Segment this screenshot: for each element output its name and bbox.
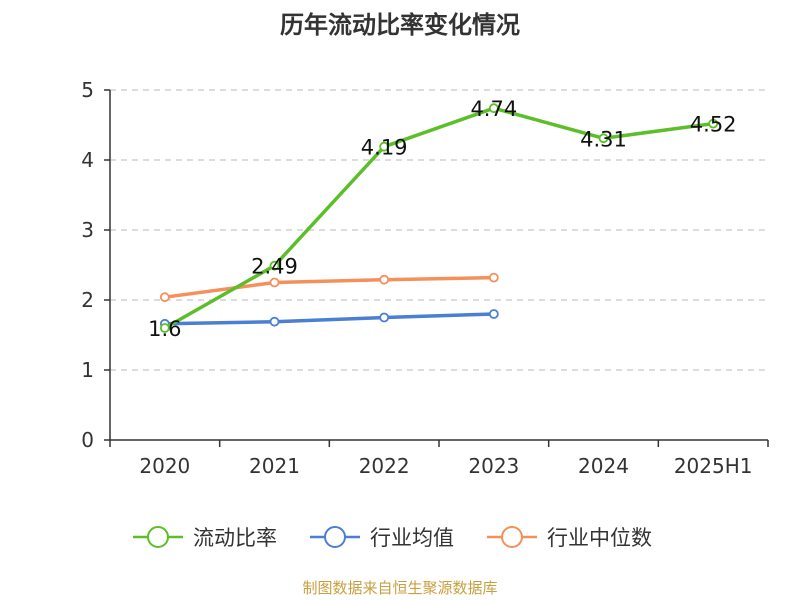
x-tick-label: 2021 — [249, 454, 300, 478]
y-tick-label: 0 — [81, 428, 94, 452]
data-point[interactable] — [488, 272, 499, 283]
data-point[interactable] — [379, 312, 390, 323]
legend-marker — [501, 526, 523, 548]
data-label: 4.19 — [361, 136, 408, 160]
series-line — [163, 106, 714, 330]
series-line — [164, 312, 494, 326]
legend-item[interactable]: 行业中位数 — [487, 526, 652, 550]
x-tick-label: 2025H1 — [674, 454, 753, 478]
x-tick-label: 2023 — [468, 454, 519, 478]
data-label: 1.6 — [148, 317, 181, 341]
data-point[interactable] — [269, 316, 280, 327]
grid — [110, 89, 768, 371]
data-point[interactable] — [379, 274, 390, 285]
data-label: 4.31 — [580, 127, 627, 151]
data-label: 4.52 — [690, 113, 737, 137]
x-tick-label: 2020 — [139, 454, 190, 478]
chart-title: 历年流动比率变化情况 — [280, 11, 520, 39]
legend-item[interactable]: 流动比率 — [133, 526, 277, 550]
y-tick-label: 4 — [81, 148, 94, 172]
data-labels: 1.6 2.49 4.19 4.74 4.31 4.52 — [148, 97, 736, 341]
legend-label: 行业中位数 — [547, 526, 652, 550]
data-point[interactable] — [708, 118, 719, 129]
legend-marker — [324, 526, 346, 548]
axes: 0 1 2 3 4 5 2020 2021 2022 2023 2024 2025H1 — [81, 78, 769, 478]
data-label: 4.74 — [470, 97, 517, 121]
data-point[interactable] — [598, 133, 609, 144]
data-point[interactable] — [269, 277, 280, 288]
data-point[interactable] — [379, 141, 390, 152]
data-point[interactable] — [159, 323, 170, 333]
legend-item[interactable]: 行业均值 — [310, 526, 454, 550]
data-label: 2.49 — [251, 255, 298, 279]
y-tick-label: 5 — [81, 78, 94, 102]
y-tick-label: 1 — [81, 358, 94, 382]
y-tick-label: 2 — [81, 288, 94, 312]
x-tick-label: 2024 — [578, 454, 629, 478]
source-note: 制图数据来自恒生聚源数据库 — [302, 579, 497, 597]
legend-label: 流动比率 — [193, 526, 277, 550]
data-point[interactable] — [159, 292, 170, 303]
y-tick-label: 3 — [81, 218, 94, 242]
legend-marker — [147, 526, 169, 548]
legend[interactable]: 流动比率 行业均值 行业中位数 — [133, 526, 652, 550]
data-point[interactable] — [488, 309, 499, 319]
legend-label: 行业均值 — [370, 526, 454, 550]
series-line — [164, 275, 494, 299]
data-point[interactable] — [488, 103, 499, 114]
data-point[interactable] — [269, 260, 280, 271]
series-layer — [159, 103, 719, 333]
x-tick-label: 2022 — [359, 454, 410, 478]
